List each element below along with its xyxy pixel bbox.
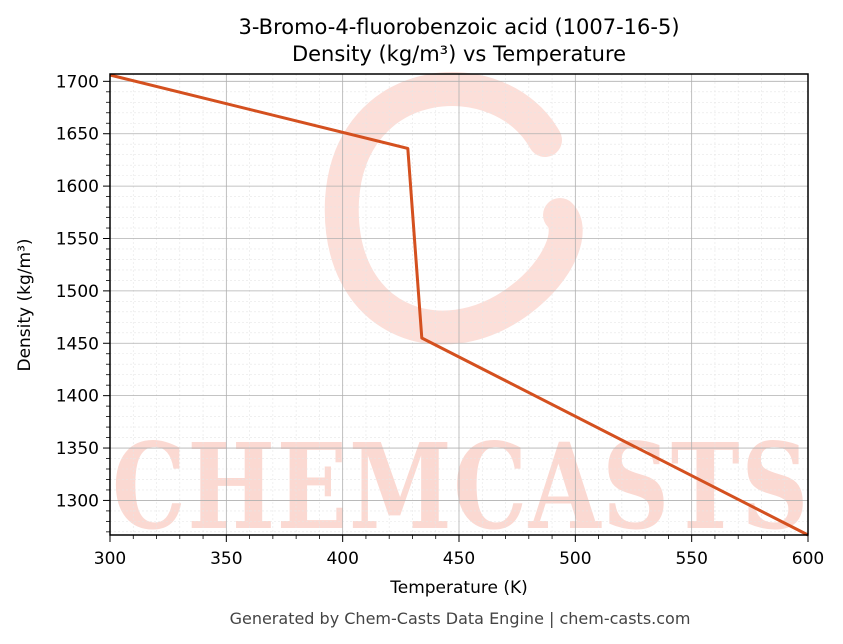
chart-title: 3-Bromo-4-fluorobenzoic acid (1007-16-5)	[238, 15, 679, 39]
x-tick-label: 550	[675, 549, 707, 569]
y-tick-label: 1450	[56, 334, 99, 354]
x-tick-label: 350	[210, 549, 242, 569]
y-axis-ticks: 1300 1350 1400 1450 1500 1550 1600 1650 1700	[56, 72, 110, 533]
x-tick-label: 450	[443, 549, 475, 569]
x-tick-label: 400	[326, 549, 358, 569]
chart-subtitle: Density (kg/m³) vs Temperature	[292, 42, 626, 66]
watermark-swirl	[324, 72, 583, 345]
chemcasts-watermark: CHEMCASTS	[112, 72, 808, 556]
footer-credit: Generated by Chem-Casts Data Engine | ch…	[230, 609, 691, 628]
y-tick-label: 1300	[56, 491, 99, 511]
x-tick-label: 600	[792, 549, 824, 569]
y-tick-label: 1550	[56, 229, 99, 249]
y-tick-label: 1400	[56, 387, 99, 407]
series-layer	[109, 73, 809, 537]
x-tick-label: 500	[559, 549, 591, 569]
y-tick-label: 1350	[56, 439, 99, 459]
x-axis-label: Temperature (K)	[389, 578, 528, 598]
density-line	[109, 73, 809, 537]
x-axis-ticks: 300 350 400 450 500 550 600	[94, 535, 824, 569]
x-tick-label: 300	[94, 549, 126, 569]
y-tick-label: 1700	[56, 72, 99, 92]
y-axis-label: Density (kg/m³)	[15, 238, 35, 371]
y-tick-label: 1500	[56, 282, 99, 302]
y-tick-label: 1600	[56, 177, 99, 197]
y-tick-label: 1650	[56, 125, 99, 145]
